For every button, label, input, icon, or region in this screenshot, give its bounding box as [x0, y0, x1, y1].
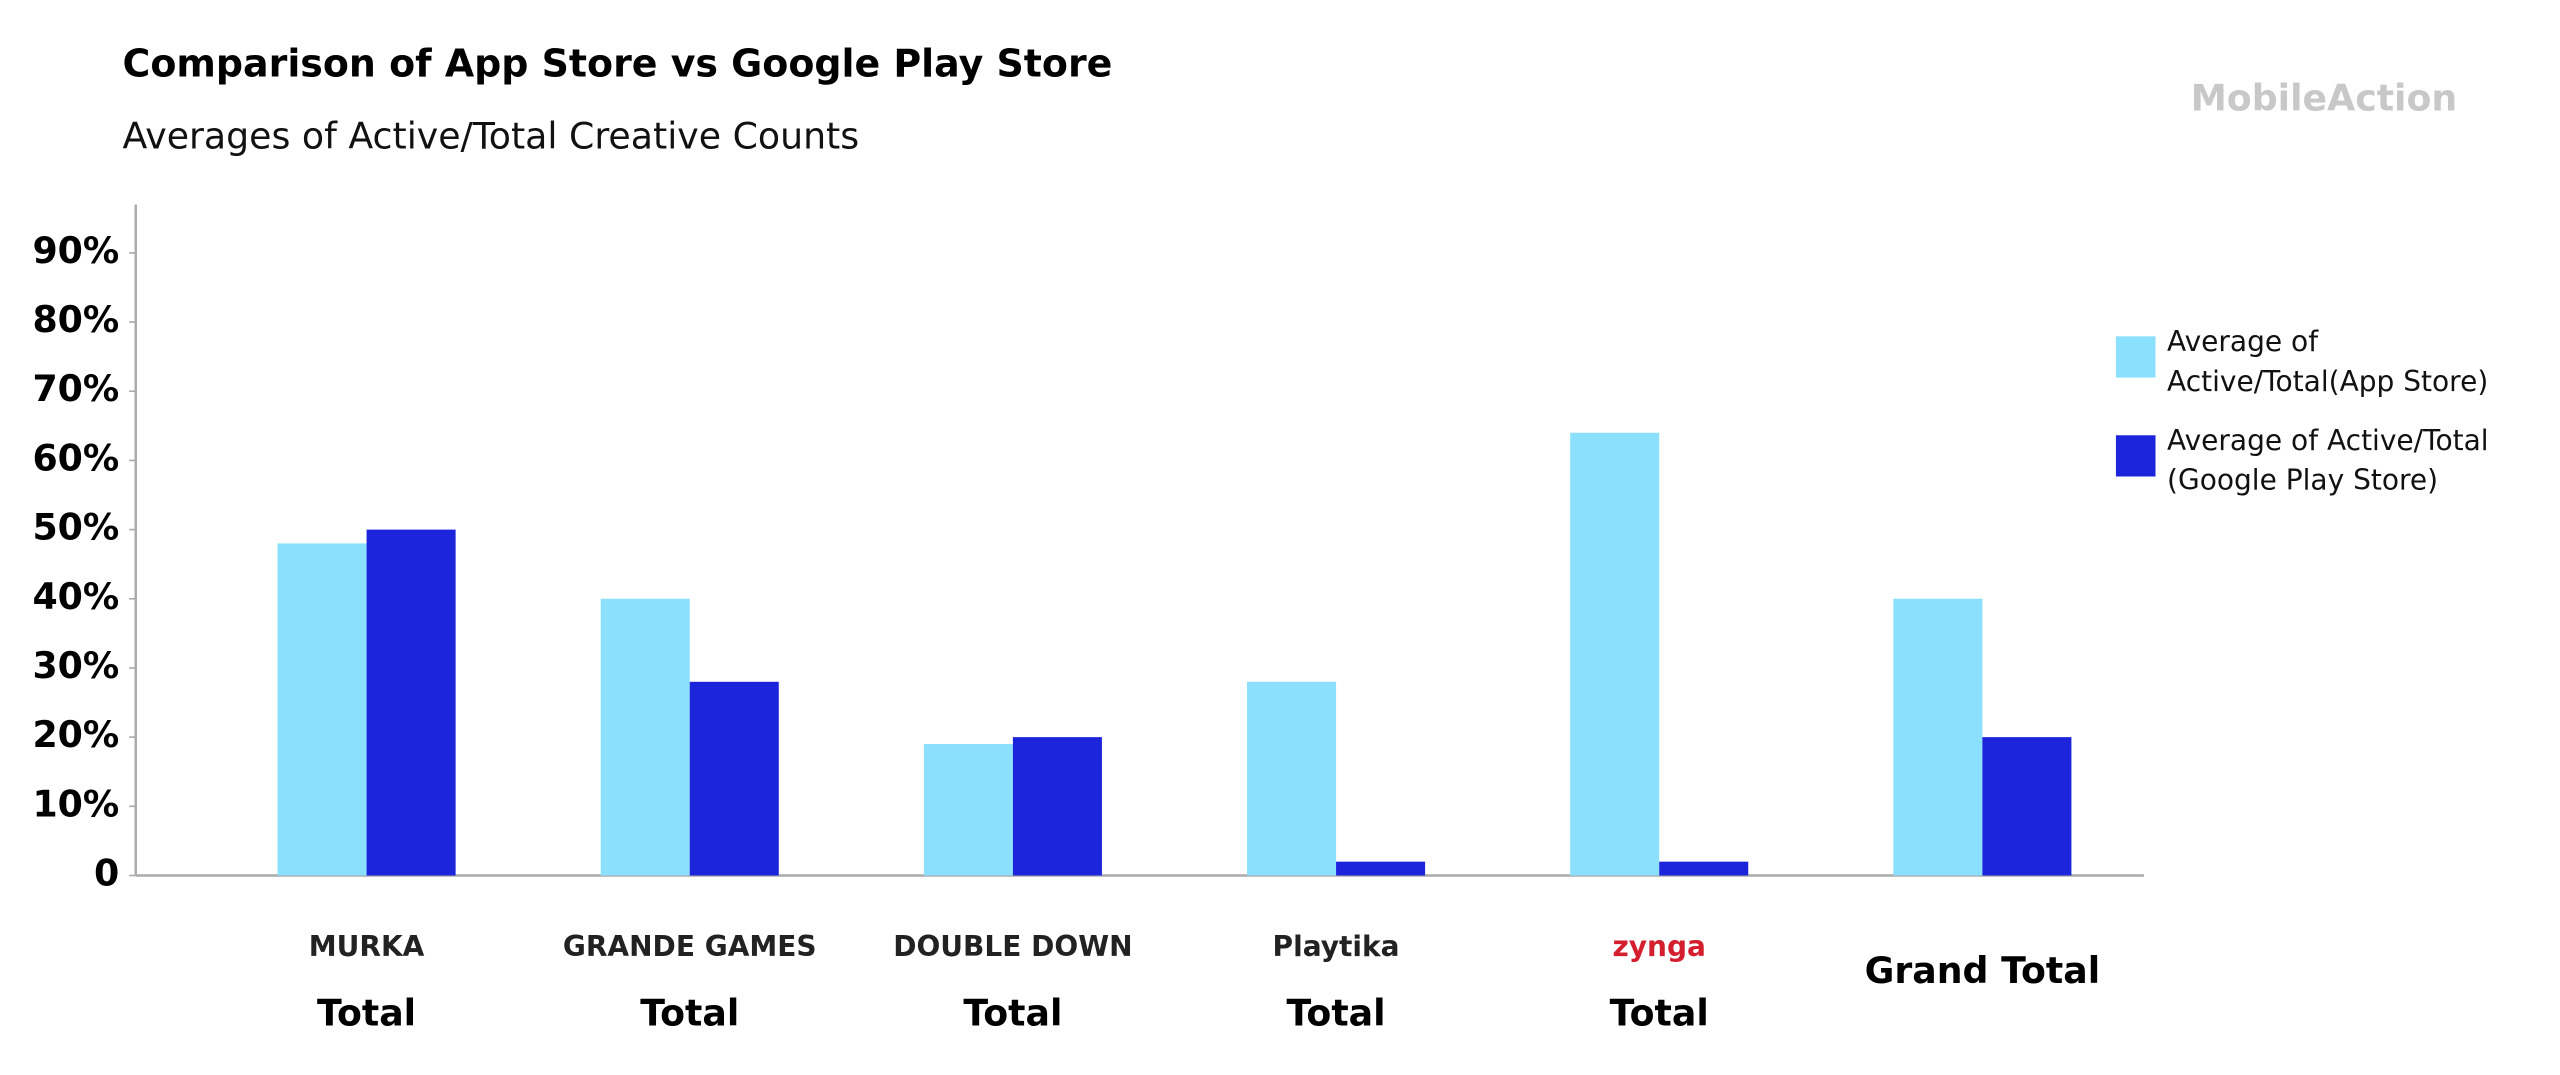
legend-entry: Average of Active/Total (Google Play Sto… [2167, 425, 2489, 498]
y-tick-label: 70% [32, 367, 119, 410]
bar [689, 681, 779, 876]
bar [923, 744, 1013, 876]
chart-title: Comparison of App Store vs Google Play S… [123, 41, 1113, 85]
bar [277, 543, 367, 876]
bar [1893, 598, 1983, 876]
x-tick-label: Total [317, 992, 416, 1035]
watermark: MobileAction [2191, 77, 2458, 120]
category-logo: MURKA [309, 930, 425, 963]
bar [366, 529, 456, 876]
bar [1336, 861, 1426, 876]
y-tick-label: 20% [32, 713, 119, 756]
bar [1570, 432, 1660, 876]
y-tick-label: 30% [32, 644, 119, 687]
x-tick-label: Total [1287, 992, 1386, 1035]
bar [1659, 861, 1749, 876]
category-logo: DOUBLE DOWN [893, 930, 1132, 963]
x-tick-label: Total [1610, 992, 1709, 1035]
y-tick-label: 10% [32, 782, 119, 825]
x-tick-label: Total [963, 992, 1062, 1035]
bar [1247, 681, 1337, 876]
x-tick-label: Total [640, 992, 739, 1035]
bar [600, 598, 690, 876]
legend-swatch [2115, 336, 2156, 378]
category-logo: GRANDE GAMES [563, 930, 817, 963]
y-tick-label: 50% [32, 506, 119, 549]
legend-label: Average of Active/Total (Google Play Sto… [2167, 425, 2489, 498]
legend-swatch [2115, 435, 2156, 477]
x-tick-label: Grand Total [1865, 949, 2101, 992]
y-tick-label: 0 [94, 851, 119, 894]
bar [1982, 737, 2072, 876]
legend-label: Average of Active/Total(App Store) [2167, 326, 2489, 400]
chart-subtitle: Averages of Active/Total Creative Counts [123, 114, 860, 157]
category-logo: zynga [1612, 930, 1705, 963]
category-logo: Playtika [1273, 930, 1400, 963]
y-tick-label: 90% [32, 229, 119, 272]
y-tick-label: 60% [32, 436, 119, 479]
bar [1012, 737, 1102, 876]
legend-entry: Average of Active/Total(App Store) [2167, 326, 2489, 400]
y-tick-label: 80% [32, 298, 119, 341]
y-tick-label: 40% [32, 575, 119, 618]
